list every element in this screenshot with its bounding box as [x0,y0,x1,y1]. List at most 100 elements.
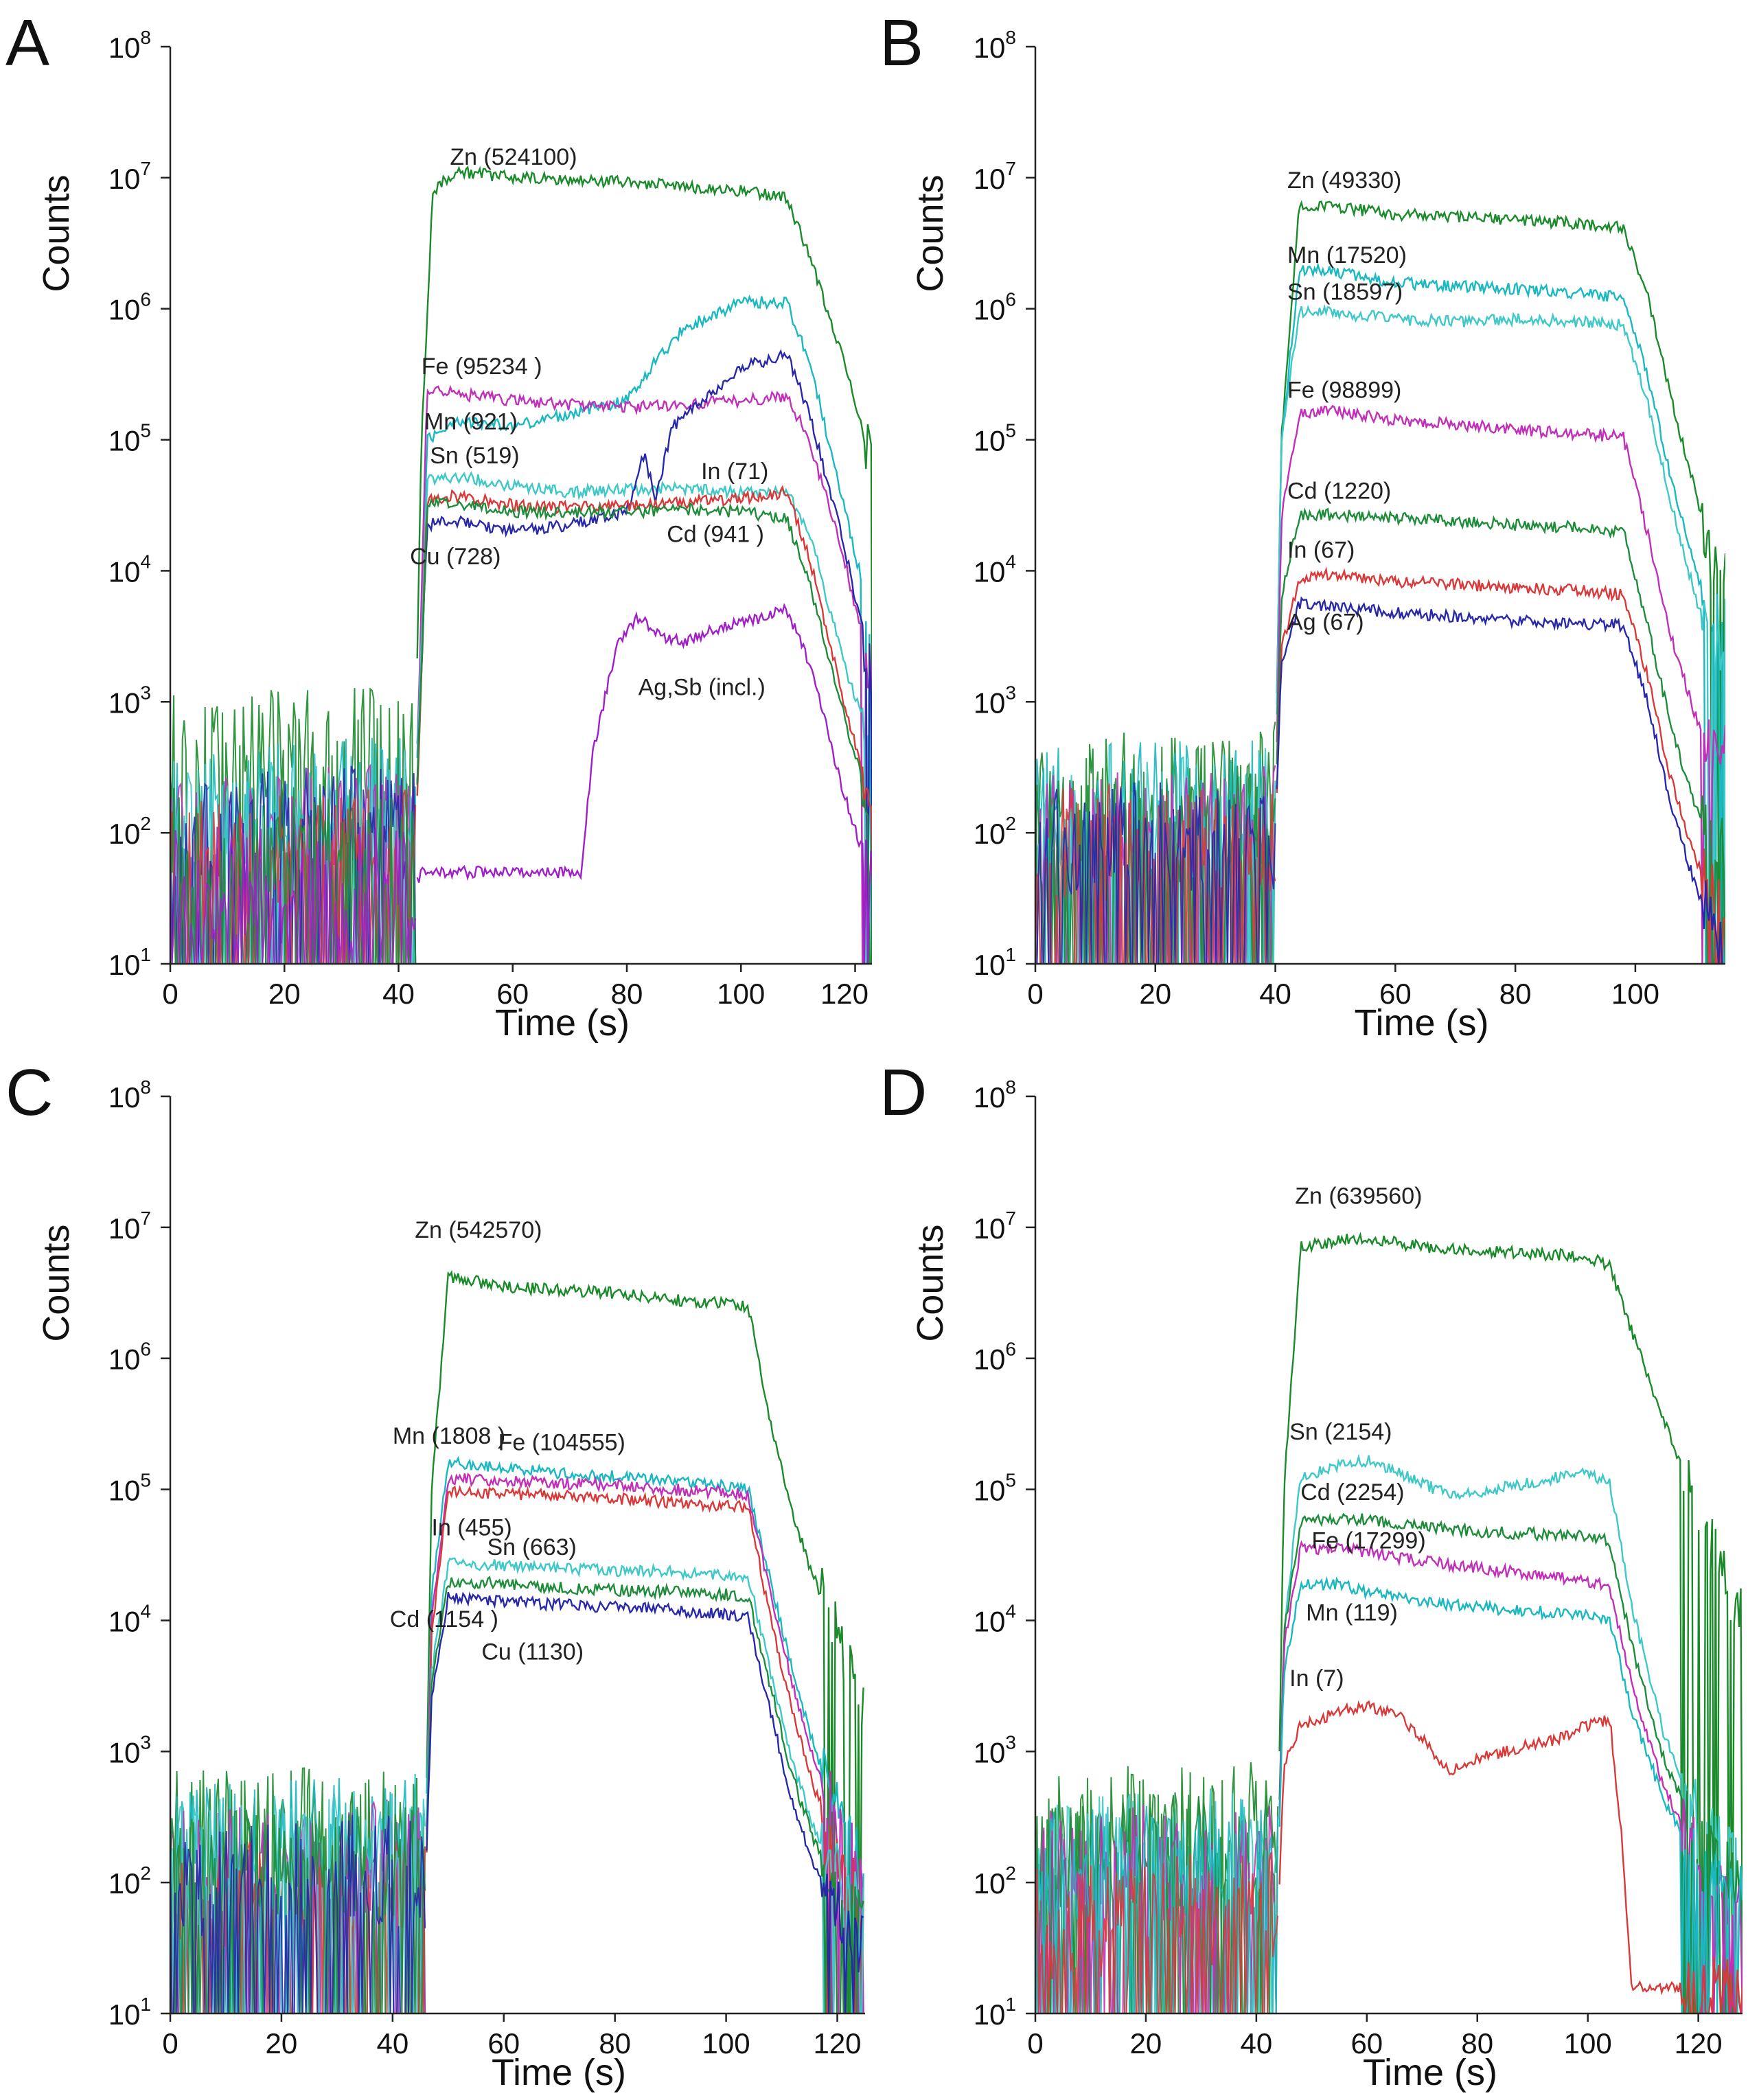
panel-b: B 101 102 103 104 105 106 107 108 0 20 40 60 80 100 Tim… [874,0,1748,1050]
series-annotation-label: Cd (941 ) [667,521,764,547]
series-annotation-label: Zn (49330) [1287,168,1401,194]
series-line-in [426,1485,864,2014]
series-annotation-label: Fe (98899) [1287,377,1401,403]
series-line-sn [1278,1453,1743,2014]
y-tick-label: 108 [974,1076,1016,1114]
y-tick-label: 107 [974,158,1016,195]
series-background-noise [1035,740,1276,964]
x-tick-label: 60 [1379,978,1412,1010]
series-annotation-label: Sn (519) [430,443,519,469]
x-tick-label: 0 [1027,2027,1043,2059]
y-tick-label: 103 [974,1731,1016,1768]
y-tick-label: 102 [974,813,1016,850]
y-tick-label: 106 [974,1339,1016,1376]
series-annotation-label: Fe (95234 ) [422,354,542,380]
panel-letter: B [879,6,923,80]
series-background-noise [170,1801,426,2014]
x-tick-label: 120 [1675,2027,1723,2059]
series-line-fe [426,1472,864,2014]
series-annotation-label: Cu (728) [410,544,501,570]
series-line-in [1278,1700,1743,2014]
series-line-in [1276,566,1725,964]
x-tick-label: 40 [1241,2027,1273,2059]
series-annotation-label: Mn (921) [424,408,518,435]
series-line-mn [1278,1576,1743,2014]
y-axis-title: Counts [36,174,77,292]
series-group [170,165,872,964]
series-line-fe [1276,404,1725,964]
x-tick-label: 20 [266,2027,298,2059]
series-annotation-label: Ag,Sb (incl.) [639,675,766,701]
y-tick-label: 104 [108,551,151,588]
y-axis-title: Counts [36,1224,77,1341]
x-tick-label: 80 [599,2027,631,2059]
series-line-fe [416,384,872,964]
series-line-agsb [416,603,872,964]
y-tick-label: 104 [974,1600,1016,1637]
series-annotation-label: In (67) [1287,537,1355,563]
x-axis-title: Time (s) [495,1002,630,1043]
series-annotation-label: Zn (639560) [1295,1184,1422,1210]
panel-c: C 101 102 103 104 105 106 107 108 0 20 40 60 80 100 120… [0,1050,874,2099]
series-annotation-label: Zn (524100) [450,144,577,170]
series-line-ag [1276,596,1725,964]
y-tick-label: 102 [108,813,151,850]
y-tick-label: 101 [974,1994,1016,2031]
series-annotation-label: Zn (542570) [415,1217,542,1243]
y-tick-label: 101 [108,944,151,981]
series-line-sn [416,471,872,964]
series-background-noise [1035,748,1276,964]
y-tick-label: 101 [108,1994,151,2031]
y-tick-label: 102 [974,1862,1016,1900]
x-tick-label: 100 [1564,2027,1612,2059]
series-group [1035,200,1725,964]
series-background-noise [1035,783,1276,964]
y-tick-label: 102 [108,1862,151,1900]
series-line-cd [416,495,872,964]
y-tick-label: 107 [108,158,151,195]
x-axis-title: Time (s) [1355,1002,1489,1043]
series-annotation-label: In (455) [432,1514,512,1541]
series-line-cd [1276,507,1725,964]
y-tick-label: 108 [108,1076,151,1114]
x-tick-label: 80 [1461,2027,1493,2059]
y-tick-label: 103 [108,682,151,719]
series-line-cu [426,1591,864,2014]
series-annotation-label: Mn (17520) [1287,242,1407,268]
y-tick-label: 105 [974,1470,1016,1507]
x-tick-label: 60 [1350,2027,1383,2059]
panel-d: D 101 102 103 104 105 106 107 108 0 20 40 60 80 100 120… [874,1050,1748,2099]
x-tick-label: 100 [1611,978,1659,1010]
x-tick-label: 60 [487,2027,520,2059]
series-line-in [416,485,872,946]
series-line-mn [426,1455,864,2014]
x-tick-label: 20 [268,978,301,1010]
x-tick-label: 40 [376,2027,409,2059]
y-tick-label: 105 [974,420,1016,457]
series-line-mn [416,294,872,964]
series-background-noise [1035,1799,1279,2014]
series-annotation-label: Cd (1220) [1287,478,1391,504]
y-axis-title: Counts [910,174,951,292]
chart-panel-d: D 101 102 103 104 105 106 107 108 0 20 40 60 80 100 120… [879,1056,1743,2093]
series-annotation-label: Cd (2254) [1300,1479,1404,1505]
x-axis-title: Time (s) [1363,2052,1497,2093]
series-background-noise [170,1814,426,2014]
y-tick-label: 108 [974,27,1016,64]
x-tick-label: 100 [702,2027,750,2059]
y-tick-label: 104 [974,551,1016,588]
y-tick-label: 106 [108,1339,151,1376]
series-annotation-label: Ag (67) [1287,609,1364,635]
series-group [1035,1232,1743,2014]
series-annotation-label: Mn (119) [1306,1600,1398,1626]
x-tick-label: 80 [1499,978,1532,1010]
y-tick-label: 103 [108,1731,151,1768]
y-tick-label: 104 [108,1600,151,1637]
series-line-mn [1276,262,1725,964]
series-line-zn [416,165,872,904]
series-line-sn [1276,303,1725,964]
panel-letter: C [5,1056,53,1129]
series-background-noise [1035,1852,1279,2014]
series-background-noise [1035,782,1276,964]
x-tick-label: 0 [162,2027,178,2059]
